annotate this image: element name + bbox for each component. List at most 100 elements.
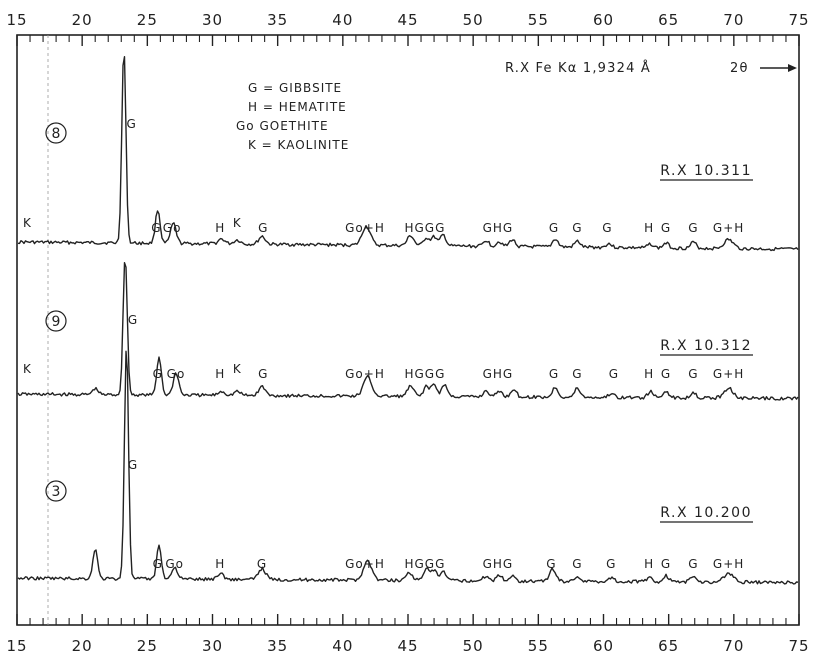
arrow-right-icon bbox=[760, 64, 797, 72]
tick-label-top: 30 bbox=[202, 11, 223, 29]
tick-label-bottom: 70 bbox=[723, 637, 744, 655]
sample-number: 8 bbox=[52, 126, 61, 142]
radiation-label: R.X Fe Kα 1,9324 Å bbox=[505, 60, 651, 76]
peak-label: G bbox=[153, 557, 163, 571]
peak-label: H bbox=[644, 367, 654, 381]
tick-label-bottom: 60 bbox=[593, 637, 614, 655]
peak-label: G bbox=[128, 313, 138, 327]
tick-label-bottom: 55 bbox=[528, 637, 549, 655]
peak-label: G+H bbox=[713, 557, 744, 571]
series-line bbox=[17, 350, 799, 585]
peak-label: G bbox=[661, 221, 671, 235]
peak-label: G bbox=[258, 367, 268, 381]
sample-id-label: R.X 10.312 bbox=[660, 338, 752, 354]
peak-label: HGGG bbox=[404, 221, 445, 235]
series-line bbox=[17, 262, 799, 401]
legend: G = GIBBSITE H = HEMATITE Go GOETHITE K … bbox=[236, 81, 349, 152]
sample-number-circle bbox=[45, 310, 67, 332]
peak-label: H bbox=[215, 557, 225, 571]
sample-number-circle bbox=[45, 480, 67, 502]
peak-label: G bbox=[151, 221, 161, 235]
peak-label: GHG bbox=[483, 221, 514, 235]
tick-label-top: 45 bbox=[397, 11, 418, 29]
peak-label: Go+H bbox=[345, 221, 385, 235]
peak-label: G bbox=[602, 221, 612, 235]
peak-label: G bbox=[572, 557, 582, 571]
tick-label-top: 25 bbox=[137, 11, 158, 29]
peak-label: G bbox=[127, 117, 137, 131]
peak-label: G bbox=[688, 557, 698, 571]
tick-label-top: 65 bbox=[658, 11, 679, 29]
peak-label: HGGG bbox=[404, 557, 445, 571]
tick-label-bottom: 35 bbox=[267, 637, 288, 655]
peak-label: G bbox=[153, 367, 163, 381]
legend-entry: K = KAOLINITE bbox=[248, 138, 349, 152]
peak-label: G bbox=[661, 367, 671, 381]
series-line bbox=[17, 56, 799, 252]
legend-entry: Go GOETHITE bbox=[236, 119, 329, 133]
peak-label: K bbox=[233, 362, 242, 376]
tick-label-bottom: 45 bbox=[397, 637, 418, 655]
peak-label: G bbox=[258, 221, 268, 235]
sample-number-circle bbox=[45, 122, 67, 144]
tick-label-top: 35 bbox=[267, 11, 288, 29]
peak-label: G bbox=[546, 557, 556, 571]
tick-label-top: 70 bbox=[723, 11, 744, 29]
peak-label: Go+H bbox=[345, 367, 385, 381]
x-axis-label: 2θ bbox=[730, 61, 749, 76]
axis-ticks bbox=[16, 35, 800, 625]
tick-label-top: 55 bbox=[528, 11, 549, 29]
tick-label-bottom: 65 bbox=[658, 637, 679, 655]
peak-label: K bbox=[23, 216, 32, 230]
sample-id-label: R.X 10.200 bbox=[660, 505, 752, 521]
peak-label: GHG bbox=[483, 557, 514, 571]
tick-label-bottom: 20 bbox=[72, 637, 93, 655]
peak-label: G bbox=[688, 367, 698, 381]
tick-label-bottom: 75 bbox=[788, 637, 809, 655]
sample-number: 9 bbox=[52, 314, 61, 330]
peak-label: G bbox=[661, 557, 671, 571]
peak-label: G bbox=[572, 367, 582, 381]
tick-label-bottom: 40 bbox=[332, 637, 353, 655]
peak-label: H bbox=[644, 221, 654, 235]
peak-label: G bbox=[572, 221, 582, 235]
peak-label: G bbox=[609, 367, 619, 381]
peak-label: Go bbox=[163, 221, 182, 235]
tick-label-top: 40 bbox=[332, 11, 353, 29]
peak-label: G bbox=[257, 557, 267, 571]
peak-label: HGGG bbox=[404, 367, 445, 381]
tick-label-top: 15 bbox=[6, 11, 27, 29]
tick-label-top: 60 bbox=[593, 11, 614, 29]
peak-label: H bbox=[215, 221, 225, 235]
series-group: GG Go H G Go+H HGGG GHG G G G H G G G+H3R.X 10.200 bbox=[17, 350, 799, 585]
legend-entry: H = HEMATITE bbox=[248, 100, 347, 114]
peak-label: G+H bbox=[713, 367, 744, 381]
peak-label: G bbox=[688, 221, 698, 235]
tick-label-bottom: 25 bbox=[137, 637, 158, 655]
peak-label: K bbox=[23, 362, 32, 376]
peak-label: G bbox=[606, 557, 616, 571]
axis-tick-labels: 15 15 20 20 25 25 30 30 35 35 40 40 45 45 50 50 55 55 60 60… bbox=[6, 11, 809, 655]
sample-id-label: R.X 10.311 bbox=[660, 163, 752, 179]
tick-label-bottom: 30 bbox=[202, 637, 223, 655]
tick-label-top: 50 bbox=[463, 11, 484, 29]
peak-label: G bbox=[549, 367, 559, 381]
peak-label: K bbox=[233, 216, 242, 230]
sample-number: 3 bbox=[52, 484, 61, 500]
peak-label: G bbox=[549, 221, 559, 235]
peak-label: G+H bbox=[713, 221, 744, 235]
peak-label: Go+H bbox=[345, 557, 385, 571]
legend-entry: G = GIBBSITE bbox=[248, 81, 342, 95]
tick-label-bottom: 50 bbox=[463, 637, 484, 655]
peak-label: H bbox=[215, 367, 225, 381]
tick-label-top: 75 bbox=[788, 11, 809, 29]
peak-label: Go bbox=[167, 367, 186, 381]
tick-label-bottom: 15 bbox=[6, 637, 27, 655]
peak-label: G bbox=[128, 458, 138, 472]
tick-label-top: 20 bbox=[72, 11, 93, 29]
peak-label: GHG bbox=[483, 367, 514, 381]
peak-label: Go bbox=[165, 557, 184, 571]
